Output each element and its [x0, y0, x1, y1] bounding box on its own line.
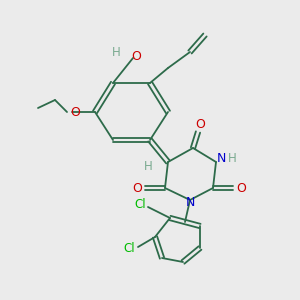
Text: O: O [132, 182, 142, 194]
Text: O: O [236, 182, 246, 194]
Text: O: O [70, 106, 80, 118]
Text: O: O [131, 50, 141, 64]
Text: O: O [195, 118, 205, 130]
Text: H: H [112, 46, 120, 59]
Text: Cl: Cl [123, 242, 135, 256]
Text: N: N [185, 196, 195, 208]
Text: H: H [144, 160, 152, 172]
Text: Cl: Cl [134, 197, 146, 211]
Text: N: N [216, 152, 226, 166]
Text: H: H [228, 152, 236, 166]
